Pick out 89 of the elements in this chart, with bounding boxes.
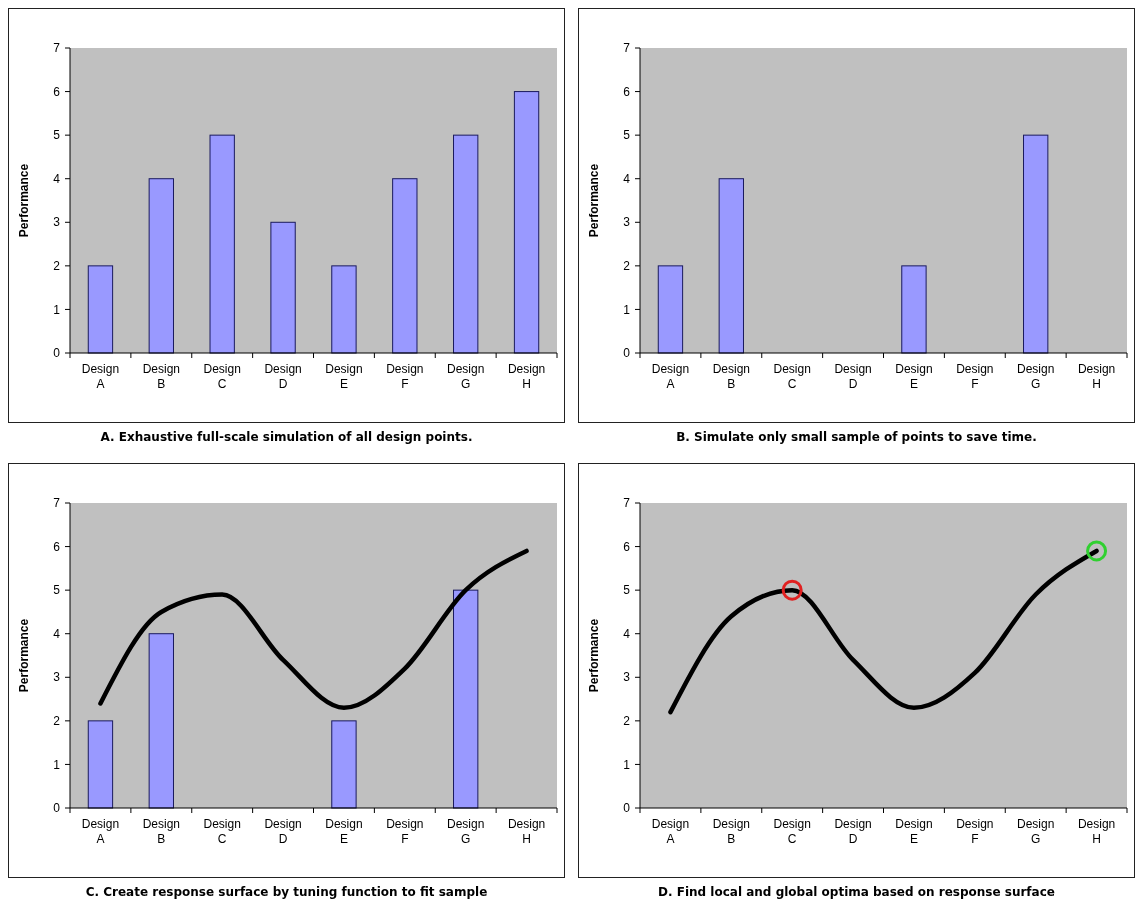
y-tick-label: 4 [623, 171, 631, 186]
y-tick-label: 1 [623, 302, 631, 317]
y-tick-label: 2 [623, 714, 631, 729]
bar [87, 720, 114, 809]
x-tick-label: Design D [264, 817, 302, 846]
y-tick-label: 0 [53, 801, 61, 816]
x-tick-label: Design D [834, 817, 872, 846]
x-tick-label: Design F [386, 362, 424, 391]
y-tick-label: 7 [53, 496, 61, 511]
y-axis-title: Performance [587, 163, 601, 238]
x-tick-label: Design A [651, 817, 690, 846]
text: A. Exhaustive full-scale simulation of all design points. [100, 430, 473, 444]
x-tick-label: Design G [1017, 362, 1055, 391]
x-tick-label: Design H [507, 362, 546, 391]
x-tick-label: Design C [203, 817, 241, 846]
x-tick-label: Design C [773, 362, 811, 391]
text: D. Find local and global optima based on response surface [658, 885, 1055, 899]
bar [209, 134, 235, 354]
bar [453, 134, 479, 354]
x-tick-label: Design C [773, 817, 811, 846]
line-series [98, 548, 529, 711]
y-tick-label: 0 [53, 346, 61, 361]
bar [148, 633, 174, 809]
x-tick-label: Design D [264, 362, 302, 391]
x-tick-label: Design H [1077, 817, 1116, 846]
y-tick-label: 2 [53, 259, 61, 274]
x-tick-label: Design F [956, 362, 994, 391]
bar [331, 720, 357, 809]
x-tick-label: Design B [712, 817, 750, 846]
x-tick-label: Design C [203, 362, 241, 391]
bar [331, 265, 357, 354]
y-tick-label: 6 [53, 84, 61, 99]
y-tick-label: 5 [53, 128, 61, 143]
x-tick-label: Design H [1077, 362, 1116, 391]
y-tick-label: 1 [623, 757, 631, 772]
y-tick-label: 1 [53, 757, 61, 772]
x-tick-label: Design G [447, 362, 485, 391]
y-axis-title: Performance [587, 618, 601, 693]
x-tick-label: Design G [447, 817, 485, 846]
y-tick-label: 5 [623, 583, 631, 598]
y-tick-label: 3 [623, 670, 631, 685]
bar [148, 178, 174, 354]
x-tick-label: Design E [895, 362, 933, 391]
x-tick-label: Design E [325, 362, 363, 391]
y-tick-label: 3 [53, 670, 61, 685]
y-tick-label: 7 [623, 496, 631, 511]
x-tick-label: Design H [507, 817, 546, 846]
y-tick-label: 4 [53, 626, 61, 641]
y-tick-label: 1 [53, 302, 61, 317]
y-tick-label: 2 [623, 259, 631, 274]
x-tick-label: Design B [142, 362, 180, 391]
y-tick-label: 4 [53, 171, 61, 186]
y-tick-label: 3 [53, 215, 61, 230]
x-tick-label: Design B [142, 817, 180, 846]
bar [270, 221, 296, 354]
x-tick-label: Design A [81, 362, 120, 391]
x-tick-label: Design G [1017, 817, 1055, 846]
y-tick-label: 0 [623, 801, 631, 816]
y-tick-label: 5 [623, 128, 631, 143]
y-tick-label: 0 [623, 346, 631, 361]
x-tick-label: Design A [651, 362, 690, 391]
y-tick-label: 7 [53, 41, 61, 56]
y-tick-label: 2 [53, 714, 61, 729]
y-tick-label: 6 [623, 84, 631, 99]
bar [513, 91, 540, 354]
bar [657, 265, 684, 354]
y-tick-label: 3 [623, 215, 631, 230]
bar [901, 265, 927, 354]
y-tick-label: 7 [623, 41, 631, 56]
x-tick-label: Design E [325, 817, 363, 846]
bar [87, 265, 114, 354]
x-tick-label: Design A [81, 817, 120, 846]
y-tick-label: 4 [623, 626, 631, 641]
bar [1023, 134, 1049, 354]
x-tick-label: Design F [386, 817, 424, 846]
y-tick-label: 6 [53, 539, 61, 554]
y-tick-label: 6 [623, 539, 631, 554]
y-axis-title: Performance [17, 163, 31, 238]
y-tick-label: 5 [53, 583, 61, 598]
y-axis-title: Performance [17, 618, 31, 693]
bar [392, 178, 418, 354]
text: B. Simulate only small sample of points to save time. [676, 430, 1037, 444]
x-tick-label: Design D [834, 362, 872, 391]
text: C. Create response surface by tuning function to fit sample [85, 885, 488, 899]
bar [453, 589, 479, 809]
bar [718, 178, 744, 354]
x-tick-label: Design E [895, 817, 933, 846]
x-tick-label: Design B [712, 362, 750, 391]
x-tick-label: Design F [956, 817, 994, 846]
